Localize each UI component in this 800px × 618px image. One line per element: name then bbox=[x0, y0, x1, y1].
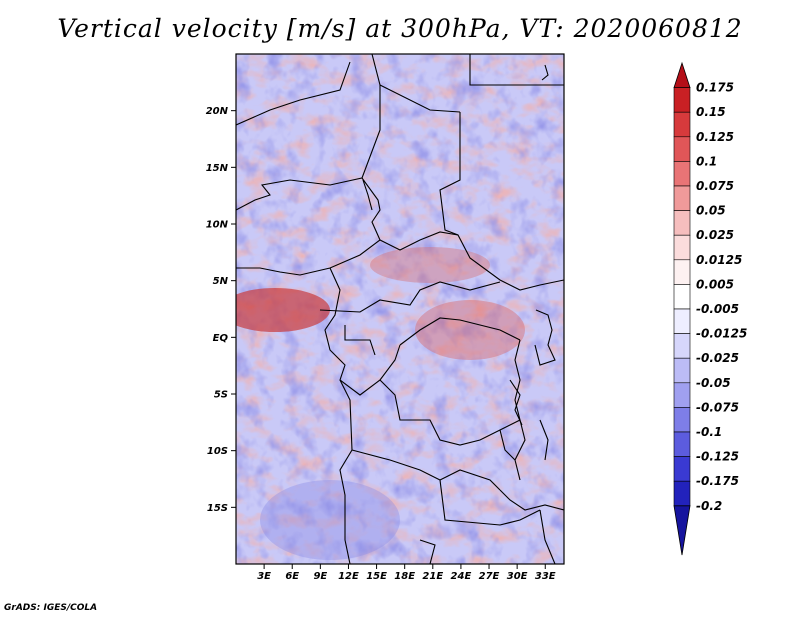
latitude-axis: 20N 15N 10N 5N EQ 5S 10S 15S bbox=[206, 106, 236, 514]
lon-tick-label: 6E bbox=[285, 571, 299, 582]
colorbar-label: -0.1 bbox=[696, 425, 722, 439]
colorbar-label: 0.075 bbox=[696, 179, 734, 193]
colorbar-bin bbox=[673, 382, 691, 408]
colorbar-bin bbox=[673, 259, 691, 285]
lat-tick-label: EQ bbox=[213, 333, 229, 344]
colorbar-bin bbox=[673, 111, 691, 138]
longitude-axis: 3E 6E 9E 12E 15E 18E 21E 24E 27E 30E 33E bbox=[257, 564, 556, 582]
lat-tick-label: 10N bbox=[206, 220, 229, 231]
colorbar-label: -0.075 bbox=[696, 400, 739, 414]
colorbar-label: 0.05 bbox=[696, 204, 726, 218]
colorbar-label: -0.005 bbox=[696, 302, 739, 316]
lat-tick-label: 20N bbox=[206, 106, 229, 117]
colorbar-label: 0.15 bbox=[696, 105, 726, 119]
colorbar-label: -0.05 bbox=[696, 376, 731, 390]
lon-tick-label: 30E bbox=[507, 571, 528, 582]
colorbar-bin bbox=[673, 87, 691, 113]
lon-tick-label: 15E bbox=[366, 571, 387, 582]
colorbar-bottom-triangle bbox=[673, 505, 691, 556]
country-borders bbox=[236, 54, 564, 564]
colorbar-label: 0.1 bbox=[696, 154, 717, 168]
colorbar-label: -0.125 bbox=[696, 450, 739, 464]
colorbar-bin bbox=[673, 234, 691, 261]
lat-tick-label: 5S bbox=[214, 390, 228, 401]
map-title: Vertical velocity [m/s] at 300hPa, VT: 2… bbox=[57, 14, 743, 43]
colorbar-bin bbox=[673, 185, 691, 211]
lat-tick-label: 15N bbox=[206, 163, 229, 174]
velocity-field bbox=[236, 54, 564, 564]
colorbar-label: 0.175 bbox=[696, 81, 734, 95]
colorbar-top-triangle bbox=[673, 61, 691, 88]
colorbar-bin bbox=[673, 456, 691, 482]
colorbar-label: -0.2 bbox=[696, 499, 722, 513]
lat-tick-label: 15S bbox=[207, 503, 228, 514]
colorbar-label: -0.0125 bbox=[696, 327, 747, 341]
colorbar-bin bbox=[673, 480, 691, 507]
ascent-band-north bbox=[370, 247, 490, 283]
colorbar-bin bbox=[673, 136, 691, 162]
lon-tick-label: 24E bbox=[451, 571, 472, 582]
lat-tick-label: 5N bbox=[213, 276, 229, 287]
colorbar-bin bbox=[673, 357, 691, 384]
ascent-core-east bbox=[415, 300, 525, 360]
colorbar-bin bbox=[673, 308, 691, 334]
colorbar-label: 0.0125 bbox=[696, 253, 742, 267]
lon-tick-label: 27E bbox=[479, 571, 500, 582]
colorbar-label: 0.025 bbox=[696, 228, 734, 242]
lon-tick-label: 18E bbox=[394, 571, 415, 582]
colorbar-label: -0.175 bbox=[696, 474, 739, 488]
lon-tick-label: 9E bbox=[313, 571, 327, 582]
colorbar-bin bbox=[673, 407, 691, 433]
colorbar-label: 0.125 bbox=[696, 130, 734, 144]
colorbar: 0.175 0.15 0.125 0.1 0.075 0.05 0.025 0.0125 0.0… bbox=[673, 61, 747, 556]
lon-tick-label: 3E bbox=[257, 571, 271, 582]
colorbar-bin bbox=[673, 431, 691, 457]
colorbar-bin bbox=[673, 333, 691, 359]
colorbar-bin bbox=[673, 161, 691, 187]
colorbar-label: -0.025 bbox=[696, 351, 739, 365]
colorbar-label: 0.005 bbox=[696, 277, 734, 291]
colorbar-bin bbox=[673, 210, 691, 236]
descent-area-south bbox=[260, 480, 400, 560]
lon-tick-label: 21E bbox=[422, 571, 443, 582]
lon-tick-label: 12E bbox=[338, 571, 359, 582]
grads-credit: GrADS: IGES/COLA bbox=[4, 603, 98, 613]
colorbar-bin bbox=[673, 284, 691, 310]
lat-tick-label: 10S bbox=[207, 446, 228, 457]
ascent-core-west bbox=[236, 288, 330, 332]
map-frame bbox=[235, 53, 565, 565]
lon-tick-label: 33E bbox=[535, 571, 556, 582]
